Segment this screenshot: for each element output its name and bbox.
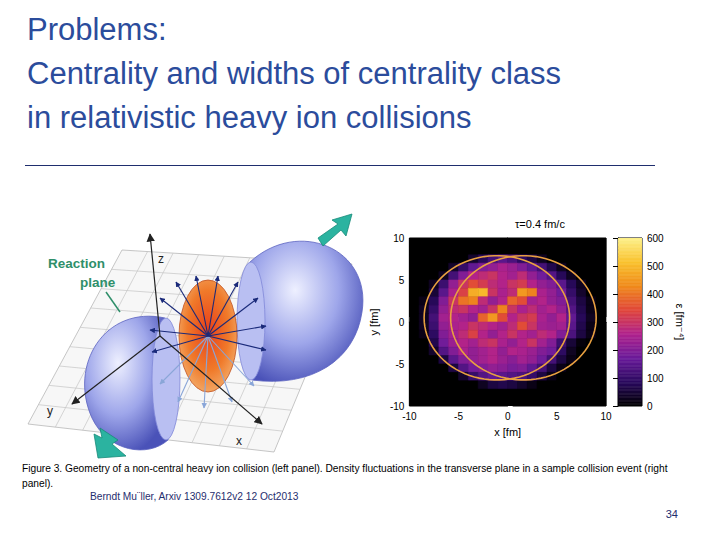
svg-text:0: 0 xyxy=(505,411,511,422)
svg-text:100: 100 xyxy=(647,373,664,384)
svg-text:-5: -5 xyxy=(454,411,463,422)
svg-text:ε [fm⁻⁴]: ε [fm⁻⁴] xyxy=(674,304,686,341)
svg-text:600: 600 xyxy=(647,233,664,244)
svg-text:10: 10 xyxy=(393,233,405,244)
html-text:Problems:: Problems: xyxy=(27,12,167,47)
html-text:Figure 3. Geometry of a non-ce: Figure 3. Geometry of a non-central heav… xyxy=(22,463,668,489)
svg-text:300: 300 xyxy=(647,317,664,328)
svg-text:x [fm]: x [fm] xyxy=(494,426,521,438)
html-text:in relativistic heavy ion coll: in relativistic heavy ion collisions xyxy=(27,100,472,135)
svg-text:10: 10 xyxy=(600,411,612,422)
html-text:Berndt Mu¨ller, Arxiv 1309.761: Berndt Mu¨ller, Arxiv 1309.7612v2 12 Oct… xyxy=(90,491,299,502)
svg-text:200: 200 xyxy=(647,345,664,356)
svg-text:-10: -10 xyxy=(402,411,417,422)
svg-text:plane: plane xyxy=(80,275,116,290)
svg-text:5: 5 xyxy=(399,275,405,286)
svg-text:5: 5 xyxy=(554,411,560,422)
svg-text:y [fm]: y [fm] xyxy=(368,309,380,336)
svg-text:-10: -10 xyxy=(389,400,405,412)
svg-text:-5: -5 xyxy=(395,359,404,370)
svg-text:y: y xyxy=(47,404,53,418)
svg-text:Reaction: Reaction xyxy=(48,256,105,271)
svg-text:x: x xyxy=(236,434,242,448)
html-text:34: 34 xyxy=(665,508,678,520)
svg-text:500: 500 xyxy=(647,261,664,272)
svg-text:0: 0 xyxy=(399,317,405,328)
svg-text:z: z xyxy=(158,252,164,266)
html-text:Centrality and widths of centr: Centrality and widths of centrality clas… xyxy=(27,56,562,91)
svg-text:0: 0 xyxy=(647,401,653,412)
svg-text:400: 400 xyxy=(647,289,664,300)
svg-text:τ=0.4 fm/c: τ=0.4 fm/c xyxy=(515,218,565,230)
